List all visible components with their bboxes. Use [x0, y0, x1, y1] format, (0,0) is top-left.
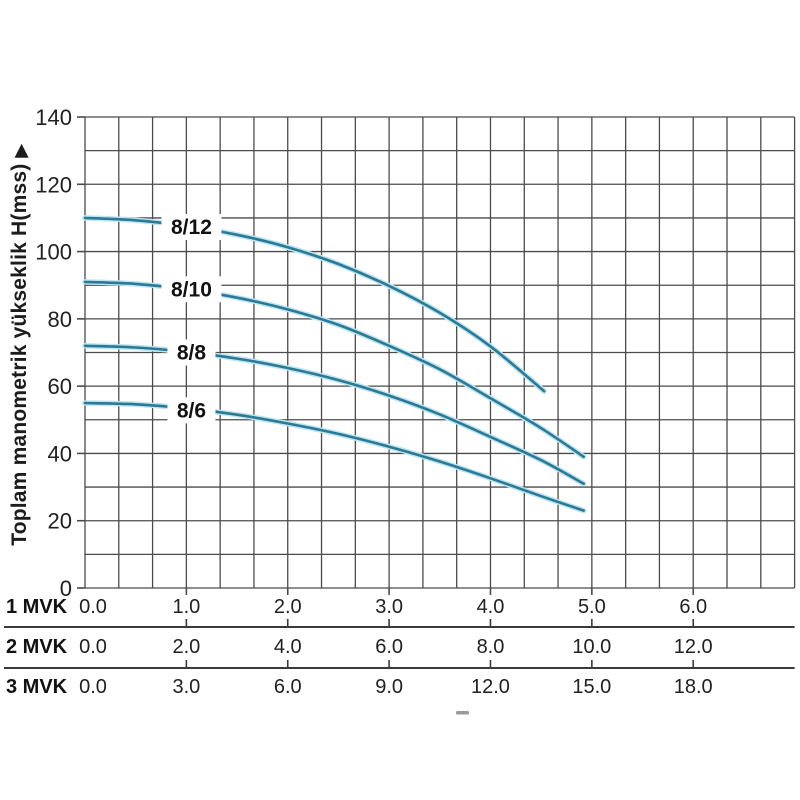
curve-label: 8/8	[177, 342, 207, 365]
curve-label: 8/6	[177, 399, 206, 422]
x-tick-label: 12.0	[674, 636, 713, 658]
x-tick-label: 3.0	[375, 596, 403, 618]
curve-label-bg	[167, 339, 216, 366]
x-tick-label: 0.0	[79, 676, 107, 698]
x-tick-label: 3.0	[172, 676, 200, 698]
curve-halo-8-12	[82, 215, 547, 394]
curve-label: 8/10	[171, 278, 212, 301]
x-tick-label: 4.0	[274, 636, 302, 658]
dash-mark	[456, 711, 469, 715]
x-tick-label: 6.0	[375, 636, 403, 658]
y-axis-title-text: Toplam manometrik yükseklik H(mss)	[8, 163, 31, 546]
curve-label-bg	[167, 397, 216, 424]
y-tick-label: 100	[35, 240, 72, 265]
axis-scale-name: 2 MVK	[6, 636, 68, 658]
y-tick-label: 20	[48, 509, 72, 534]
x-tick-label: 4.0	[477, 596, 505, 618]
curve-label: 8/12	[171, 216, 212, 239]
x-tick-label: 2.0	[172, 636, 200, 658]
y-tick-label: 60	[48, 374, 72, 399]
y-tick-label: 80	[48, 307, 72, 332]
curve-label-bg	[161, 214, 222, 241]
y-tick-label: 0	[60, 576, 72, 601]
x-tick-label: 2.0	[274, 596, 302, 618]
x-tick-label: 18.0	[674, 676, 713, 698]
x-tick-label: 6.0	[679, 596, 707, 618]
axis-scale-name: 3 MVK	[6, 676, 68, 698]
curve-8-12	[83, 216, 546, 393]
x-tick-label: 8.0	[477, 636, 505, 658]
x-tick-label: 0.0	[79, 596, 107, 618]
y-tick-label: 120	[35, 172, 72, 197]
axis-scale-name: 1 MVK	[6, 596, 68, 618]
x-tick-label: 1.0	[172, 596, 200, 618]
y-tick-label: 140	[35, 105, 72, 130]
y-tick-label: 40	[48, 441, 72, 466]
x-tick-label: 0.0	[79, 636, 107, 658]
up-arrow-icon: ▶	[11, 144, 30, 158]
curve-halo-8-8	[82, 343, 587, 487]
x-tick-label: 5.0	[578, 596, 606, 618]
x-tick-label: 12.0	[471, 676, 510, 698]
x-tick-label: 10.0	[572, 636, 611, 658]
curve-label-bg	[161, 276, 222, 303]
x-tick-label: 6.0	[274, 676, 302, 698]
x-tick-label: 9.0	[375, 676, 403, 698]
curve-8-8	[83, 344, 585, 485]
y-axis-title: Toplam manometrik yükseklik H(mss) ▶	[8, 125, 38, 565]
x-tick-label: 15.0	[572, 676, 611, 698]
